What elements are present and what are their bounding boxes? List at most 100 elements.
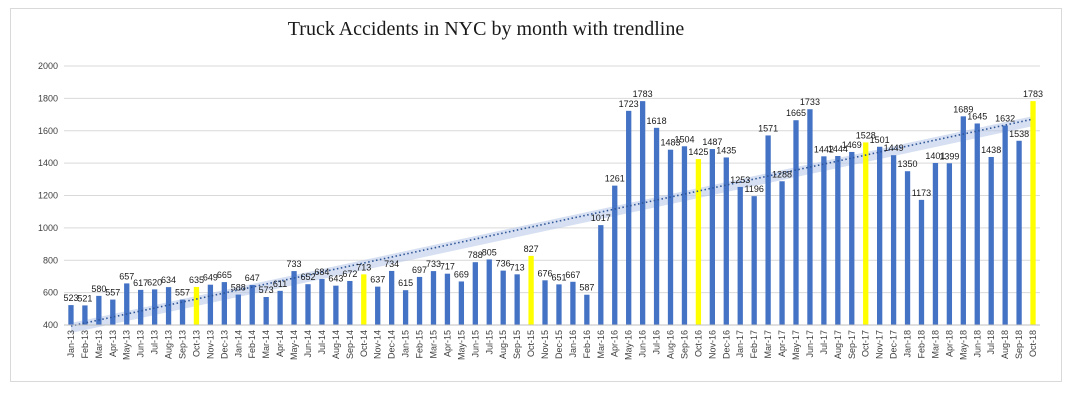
data-label: 1438 [981, 145, 1001, 155]
x-tick-label: Dec-17 [889, 330, 899, 359]
bar [960, 116, 966, 325]
data-label: 736 [496, 259, 511, 269]
x-tick-label: Jul-15 [484, 330, 494, 355]
data-label: 637 [370, 275, 385, 285]
x-tick-label: Feb-16 [582, 330, 592, 359]
data-label: 669 [454, 269, 469, 279]
bar [514, 274, 520, 325]
x-tick-label: Feb-14 [247, 330, 257, 359]
trendline-band-shape [70, 116, 1034, 334]
x-tick-label: Mar-13 [94, 330, 104, 359]
bar [138, 289, 144, 325]
x-tick-label: Feb-18 [916, 330, 926, 359]
data-label: 1483 [660, 138, 680, 148]
bar [151, 289, 158, 325]
x-tick-label: Mar-16 [596, 330, 606, 359]
data-label: 651 [551, 272, 566, 282]
x-tick-label: Nov-17 [875, 330, 885, 359]
x-tick-label: Aug-15 [498, 330, 508, 359]
data-label: 676 [538, 268, 553, 278]
bar [932, 162, 939, 325]
bar [821, 156, 827, 325]
data-label: 1783 [1023, 89, 1043, 99]
x-tick-label: Jul-17 [819, 330, 829, 355]
bar [179, 299, 186, 325]
data-label: 1399 [939, 151, 959, 161]
data-label: 557 [105, 288, 120, 298]
y-tick-label: 1000 [38, 223, 58, 233]
data-label: 1425 [688, 147, 708, 157]
data-label: 1783 [633, 89, 653, 99]
y-tick-label: 1800 [38, 93, 58, 103]
data-label: 1261 [605, 174, 625, 184]
x-tick-label: Nov-14 [373, 330, 383, 359]
data-label: 652 [300, 272, 315, 282]
bar [904, 171, 911, 325]
bar [877, 146, 883, 325]
bar [918, 199, 925, 325]
data-label: 1504 [674, 134, 694, 144]
bar [1002, 125, 1008, 325]
x-tick-label: Apr-18 [944, 330, 954, 357]
x-tick-label: Jun-13 [136, 330, 146, 358]
data-label: 557 [175, 288, 190, 298]
bar [235, 294, 241, 325]
y-tick-label: 400 [43, 320, 58, 330]
data-label: 1689 [953, 104, 973, 114]
data-label: 617 [133, 278, 148, 288]
data-label: 717 [440, 262, 455, 272]
x-tick-label: May-14 [289, 330, 299, 360]
bar [598, 225, 604, 325]
x-tick-label: Jun-14 [303, 330, 313, 358]
bar [472, 262, 478, 325]
data-label: 634 [161, 275, 176, 285]
x-tick-label: Aug-13 [164, 330, 174, 359]
x-tick-label: Aug-14 [331, 330, 341, 359]
x-tick-label: Mar-18 [930, 330, 940, 359]
x-tick-label: Jan-13 [66, 330, 76, 358]
x-tick-label: Jul-13 [150, 330, 160, 355]
bar [375, 286, 381, 325]
bar [751, 196, 757, 325]
x-tick-label: Apr-14 [275, 330, 285, 357]
bar [849, 151, 855, 325]
bar [263, 296, 269, 325]
bar [723, 157, 729, 325]
bar [584, 294, 590, 325]
x-tick-label: Oct-15 [526, 330, 536, 357]
bar [737, 186, 743, 325]
x-tick-label: Nov-16 [707, 330, 717, 359]
data-label: 1444 [828, 144, 848, 154]
data-label: 713 [510, 262, 525, 272]
data-label: 733 [287, 259, 302, 269]
x-tick-label: May-15 [456, 330, 466, 360]
x-tick-label: Mar-15 [428, 330, 438, 359]
y-tick-label: 600 [43, 288, 58, 298]
y-tick-label: 1200 [38, 191, 58, 201]
bar [291, 271, 297, 325]
data-label: 1017 [591, 213, 611, 223]
data-label: 1449 [884, 143, 904, 153]
bar [612, 185, 618, 325]
x-tick-label: Mar-17 [763, 330, 773, 359]
x-tick-label: Jan-18 [903, 330, 913, 358]
bar [207, 284, 214, 325]
x-tick-label: Oct-14 [359, 330, 369, 357]
x-tick-label: Mar-14 [261, 330, 271, 359]
data-label: 1618 [647, 116, 667, 126]
y-axis: 400 600 800 1000 1200 1400 1600 1800 2000 [38, 61, 58, 330]
x-tick-label: May-13 [122, 330, 132, 360]
data-label: 1196 [744, 184, 763, 194]
x-tick-label: Oct-18 [1028, 330, 1038, 357]
x-tick-label: May-17 [791, 330, 801, 360]
x-tick-label: Jan-15 [401, 330, 411, 358]
x-tick-label: Jan-17 [735, 330, 745, 358]
x-tick-label: Sep-13 [178, 330, 188, 359]
bar [333, 285, 339, 325]
data-label: 647 [245, 273, 260, 283]
bar [361, 274, 367, 325]
data-label: 611 [273, 279, 287, 289]
data-label: 1350 [898, 159, 918, 169]
data-label: 672 [342, 269, 357, 279]
